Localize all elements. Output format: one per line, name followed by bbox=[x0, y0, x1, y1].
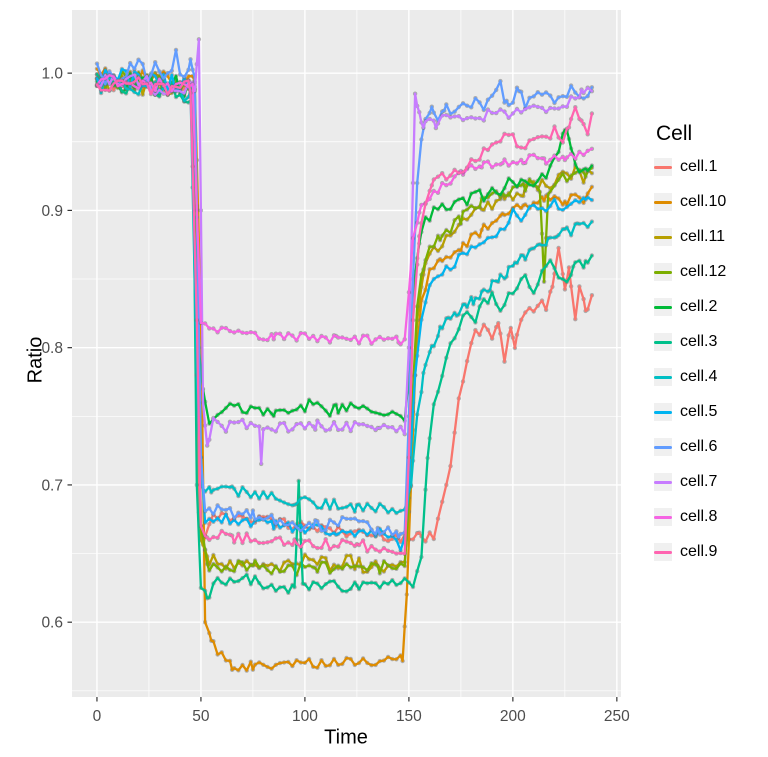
y-tick-label: 0.7 bbox=[41, 477, 63, 494]
legend-key-line-icon bbox=[654, 235, 672, 239]
legend-title: Cell bbox=[656, 122, 693, 145]
x-tick-label: 0 bbox=[93, 708, 102, 725]
series-cell.9 bbox=[94, 75, 595, 556]
legend-item-cell.6: cell.6 bbox=[654, 438, 726, 456]
legend-key-swatch bbox=[654, 543, 672, 561]
x-tick-label: 250 bbox=[604, 708, 630, 725]
series-cell.8 bbox=[94, 73, 595, 347]
legend-label: cell.3 bbox=[680, 333, 718, 350]
legend-label: cell.1 bbox=[680, 158, 718, 175]
legend-label: cell.12 bbox=[680, 263, 727, 280]
legend-label: cell.11 bbox=[680, 228, 726, 245]
legend-key-line-icon bbox=[654, 480, 672, 484]
legend-items: cell.1 cell.10 cell.11 cell.12 cell.2 cell.3 c… bbox=[654, 158, 726, 561]
legend-label: cell.6 bbox=[680, 438, 718, 455]
legend: Cell cell.1 cell.10 cell.11 cell.12 cell.2 ce… bbox=[654, 122, 726, 578]
legend-key-swatch bbox=[654, 298, 672, 316]
legend-key-line-icon bbox=[654, 550, 672, 554]
legend-item-cell.12: cell.12 bbox=[654, 263, 726, 281]
legend-key-swatch bbox=[654, 263, 672, 281]
legend-key-swatch bbox=[654, 333, 672, 351]
legend-item-cell.1: cell.1 bbox=[654, 158, 726, 176]
y-tick-label: 0.8 bbox=[41, 340, 63, 357]
y-tick-label: 1.0 bbox=[41, 66, 63, 83]
y-axis-title: Ratio bbox=[24, 336, 47, 384]
legend-key-swatch bbox=[654, 228, 672, 246]
legend-key-swatch bbox=[654, 368, 672, 386]
legend-label: cell.10 bbox=[680, 193, 727, 210]
legend-label: cell.8 bbox=[680, 508, 718, 525]
legend-key-swatch bbox=[654, 193, 672, 211]
legend-item-cell.3: cell.3 bbox=[654, 333, 726, 351]
legend-label: cell.2 bbox=[680, 298, 718, 315]
legend-key-line-icon bbox=[654, 305, 672, 309]
legend-item-cell.2: cell.2 bbox=[654, 298, 726, 316]
panel-background bbox=[72, 10, 621, 697]
legend-key-line-icon bbox=[654, 445, 672, 449]
legend-item-cell.10: cell.10 bbox=[654, 193, 726, 211]
legend-key-line-icon bbox=[654, 340, 672, 344]
legend-item-cell.8: cell.8 bbox=[654, 508, 726, 526]
x-tick-label: 100 bbox=[292, 708, 318, 725]
legend-key-line-icon bbox=[654, 270, 672, 274]
series-cell.4 bbox=[94, 74, 595, 516]
legend-label: cell.7 bbox=[680, 473, 718, 490]
legend-key-line-icon bbox=[654, 410, 672, 414]
legend-label: cell.9 bbox=[680, 543, 718, 560]
legend-key-line-icon bbox=[654, 200, 672, 204]
legend-key-line-icon bbox=[654, 375, 672, 379]
legend-label: cell.5 bbox=[680, 403, 718, 420]
legend-item-cell.5: cell.5 bbox=[654, 403, 726, 421]
legend-key-line-icon bbox=[654, 515, 672, 519]
x-tick-label: 150 bbox=[396, 708, 422, 725]
legend-item-cell.11: cell.11 bbox=[654, 228, 726, 246]
x-axis-title: Time bbox=[324, 726, 368, 749]
legend-key-swatch bbox=[654, 508, 672, 526]
legend-key-swatch bbox=[654, 438, 672, 456]
y-tick-label: 0.6 bbox=[41, 615, 63, 632]
legend-item-cell.9: cell.9 bbox=[654, 543, 726, 561]
y-tick-label: 0.9 bbox=[41, 203, 63, 220]
series-lines bbox=[94, 37, 595, 673]
legend-key-swatch bbox=[654, 158, 672, 176]
legend-key-line-icon bbox=[654, 165, 672, 169]
axes: 0.6 0.7 0.8 0.9 1.0 0 50 100 150 200 250 bbox=[41, 66, 630, 725]
legend-key-swatch bbox=[654, 403, 672, 421]
legend-item-cell.4: cell.4 bbox=[654, 368, 726, 386]
x-tick-label: 200 bbox=[500, 708, 526, 725]
x-tick-label: 50 bbox=[192, 708, 210, 725]
legend-item-cell.7: cell.7 bbox=[654, 473, 726, 491]
legend-key-swatch bbox=[654, 473, 672, 491]
legend-label: cell.4 bbox=[680, 368, 718, 385]
